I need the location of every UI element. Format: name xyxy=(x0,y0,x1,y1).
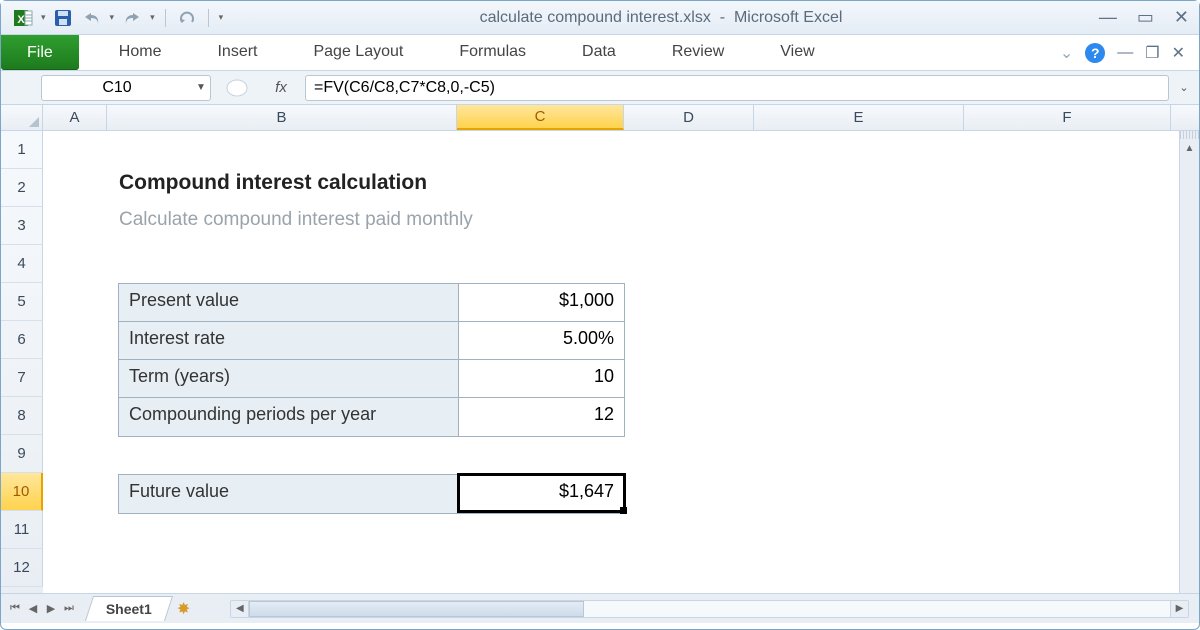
qat-dropdown-icon[interactable]: ▾ xyxy=(41,12,46,23)
sheet-tab-bar: ⏮ ◀ ▶ ⏭ Sheet1 ✸ ◀ ▶ xyxy=(1,593,1199,623)
column-header-D[interactable]: D xyxy=(624,105,754,130)
workbook-minimize-button[interactable]: ― xyxy=(1117,44,1133,62)
table-row: Term (years)10 xyxy=(119,360,624,398)
row-header-11[interactable]: 11 xyxy=(1,511,43,549)
formula-bar: C10 ▼ fx =FV(C6/C8,C7*C8,0,-C5) ⌄ xyxy=(1,71,1199,105)
ribbon-caret-icon[interactable]: ⌄ xyxy=(1060,43,1073,63)
window-controls: ― ▭ ✕ xyxy=(1099,7,1189,28)
undo-icon[interactable] xyxy=(80,8,104,28)
row-header-9[interactable]: 9 xyxy=(1,435,43,473)
row-header-7[interactable]: 7 xyxy=(1,359,43,397)
redo-dropdown-icon[interactable]: ▾ xyxy=(150,12,155,23)
row-header-4[interactable]: 4 xyxy=(1,245,43,283)
window-title: calculate compound interest.xlsx - Micro… xyxy=(223,9,1099,27)
maximize-button[interactable]: ▭ xyxy=(1137,7,1154,28)
column-header-F[interactable]: F xyxy=(964,105,1171,130)
sheet-nav-first-icon[interactable]: ⏮ xyxy=(7,602,23,615)
table-row: Future value $1,647 xyxy=(119,475,624,513)
row-header-10[interactable]: 10 xyxy=(1,473,43,511)
scroll-up-icon[interactable]: ▲ xyxy=(1180,139,1199,157)
column-headers: ABCDEF xyxy=(1,105,1199,131)
workbook-restore-button[interactable]: ❐ xyxy=(1145,43,1159,63)
row-header-6[interactable]: 6 xyxy=(1,321,43,359)
tab-view[interactable]: View xyxy=(752,35,842,70)
close-button[interactable]: ✕ xyxy=(1174,7,1189,28)
result-value: $1,647 xyxy=(459,475,624,513)
column-header-A[interactable]: A xyxy=(43,105,107,130)
row-header-5[interactable]: 5 xyxy=(1,283,43,321)
tab-review[interactable]: Review xyxy=(644,35,752,70)
quick-access-toolbar: X ▾ ▾ ▾ ▾ xyxy=(11,6,223,30)
redo-icon[interactable] xyxy=(120,8,144,28)
formula-input[interactable]: =FV(C6/C8,C7*C8,0,-C5) xyxy=(305,75,1169,101)
param-value: 12 xyxy=(459,398,624,436)
split-handle[interactable] xyxy=(1180,131,1199,139)
name-box-dropdown-icon[interactable]: ▼ xyxy=(192,82,210,93)
scroll-right-icon[interactable]: ▶ xyxy=(1170,601,1188,617)
param-label: Compounding periods per year xyxy=(119,398,459,436)
formula-expand-icon[interactable]: ⌄ xyxy=(1175,81,1193,94)
param-value: 10 xyxy=(459,360,624,398)
result-label: Future value xyxy=(119,475,459,513)
param-label: Term (years) xyxy=(119,360,459,398)
horizontal-scrollbar[interactable]: ◀ ▶ xyxy=(230,600,1189,618)
table-row: Compounding periods per year12 xyxy=(119,398,624,436)
tab-insert[interactable]: Insert xyxy=(189,35,285,70)
svg-text:X: X xyxy=(17,14,25,26)
sheet-nav: ⏮ ◀ ▶ ⏭ xyxy=(1,602,83,615)
row-header-3[interactable]: 3 xyxy=(1,207,43,245)
tab-formulas[interactable]: Formulas xyxy=(431,35,554,70)
tab-data[interactable]: Data xyxy=(554,35,644,70)
save-icon[interactable] xyxy=(52,7,74,29)
name-box[interactable]: C10 ▼ xyxy=(41,75,211,101)
title-bar: X ▾ ▾ ▾ ▾ calculate compound interest.xl… xyxy=(1,1,1199,35)
new-sheet-icon[interactable]: ✸ xyxy=(177,599,190,619)
result-table: Future value $1,647 xyxy=(118,474,625,514)
param-label: Interest rate xyxy=(119,322,459,360)
row-header-1[interactable]: 1 xyxy=(1,131,43,169)
scroll-thumb[interactable] xyxy=(249,601,584,617)
insert-function-icon[interactable] xyxy=(217,78,257,98)
vertical-scrollbar[interactable]: ▲ xyxy=(1179,131,1199,593)
parameters-table: Present value$1,000Interest rate5.00%Ter… xyxy=(118,283,625,437)
ribbon-tabs: File HomeInsertPage LayoutFormulasDataRe… xyxy=(1,35,1199,71)
formula-text: =FV(C6/C8,C7*C8,0,-C5) xyxy=(314,79,495,97)
fx-label[interactable]: fx xyxy=(263,79,299,96)
param-value: $1,000 xyxy=(459,284,624,322)
param-value: 5.00% xyxy=(459,322,624,360)
tab-page-layout[interactable]: Page Layout xyxy=(285,35,431,70)
redo-alt-icon[interactable] xyxy=(176,8,198,28)
row-header-8[interactable]: 8 xyxy=(1,397,43,435)
select-all-button[interactable] xyxy=(1,105,43,130)
minimize-button[interactable]: ― xyxy=(1099,7,1117,28)
param-label: Present value xyxy=(119,284,459,322)
column-header-C[interactable]: C xyxy=(457,105,624,130)
cells-area[interactable]: Compound interest calculation Calculate … xyxy=(43,131,1179,593)
column-header-B[interactable]: B xyxy=(107,105,457,130)
workbook-close-button[interactable]: ✕ xyxy=(1172,43,1185,63)
undo-dropdown-icon[interactable]: ▾ xyxy=(110,12,115,23)
scroll-left-icon[interactable]: ◀ xyxy=(231,601,249,617)
help-icon[interactable]: ? xyxy=(1085,43,1105,63)
file-tab[interactable]: File xyxy=(1,35,79,70)
excel-icon[interactable]: X xyxy=(11,6,35,30)
sheet-tab[interactable]: Sheet1 xyxy=(85,596,173,621)
row-headers: 123456789101112 xyxy=(1,131,43,593)
sheet-nav-prev-icon[interactable]: ◀ xyxy=(25,602,41,615)
table-row: Interest rate5.00% xyxy=(119,322,624,360)
table-row: Present value$1,000 xyxy=(119,284,624,322)
sheet-subtitle: Calculate compound interest paid monthly xyxy=(119,209,473,231)
name-box-value[interactable]: C10 xyxy=(42,79,192,97)
sheet-nav-next-icon[interactable]: ▶ xyxy=(43,602,59,615)
row-header-2[interactable]: 2 xyxy=(1,169,43,207)
column-header-E[interactable]: E xyxy=(754,105,964,130)
sheet-nav-last-icon[interactable]: ⏭ xyxy=(61,602,77,615)
tab-home[interactable]: Home xyxy=(91,35,190,70)
worksheet-grid[interactable]: 123456789101112 Compound interest calcul… xyxy=(1,131,1199,593)
row-header-12[interactable]: 12 xyxy=(1,549,43,587)
sheet-title: Compound interest calculation xyxy=(119,171,427,195)
